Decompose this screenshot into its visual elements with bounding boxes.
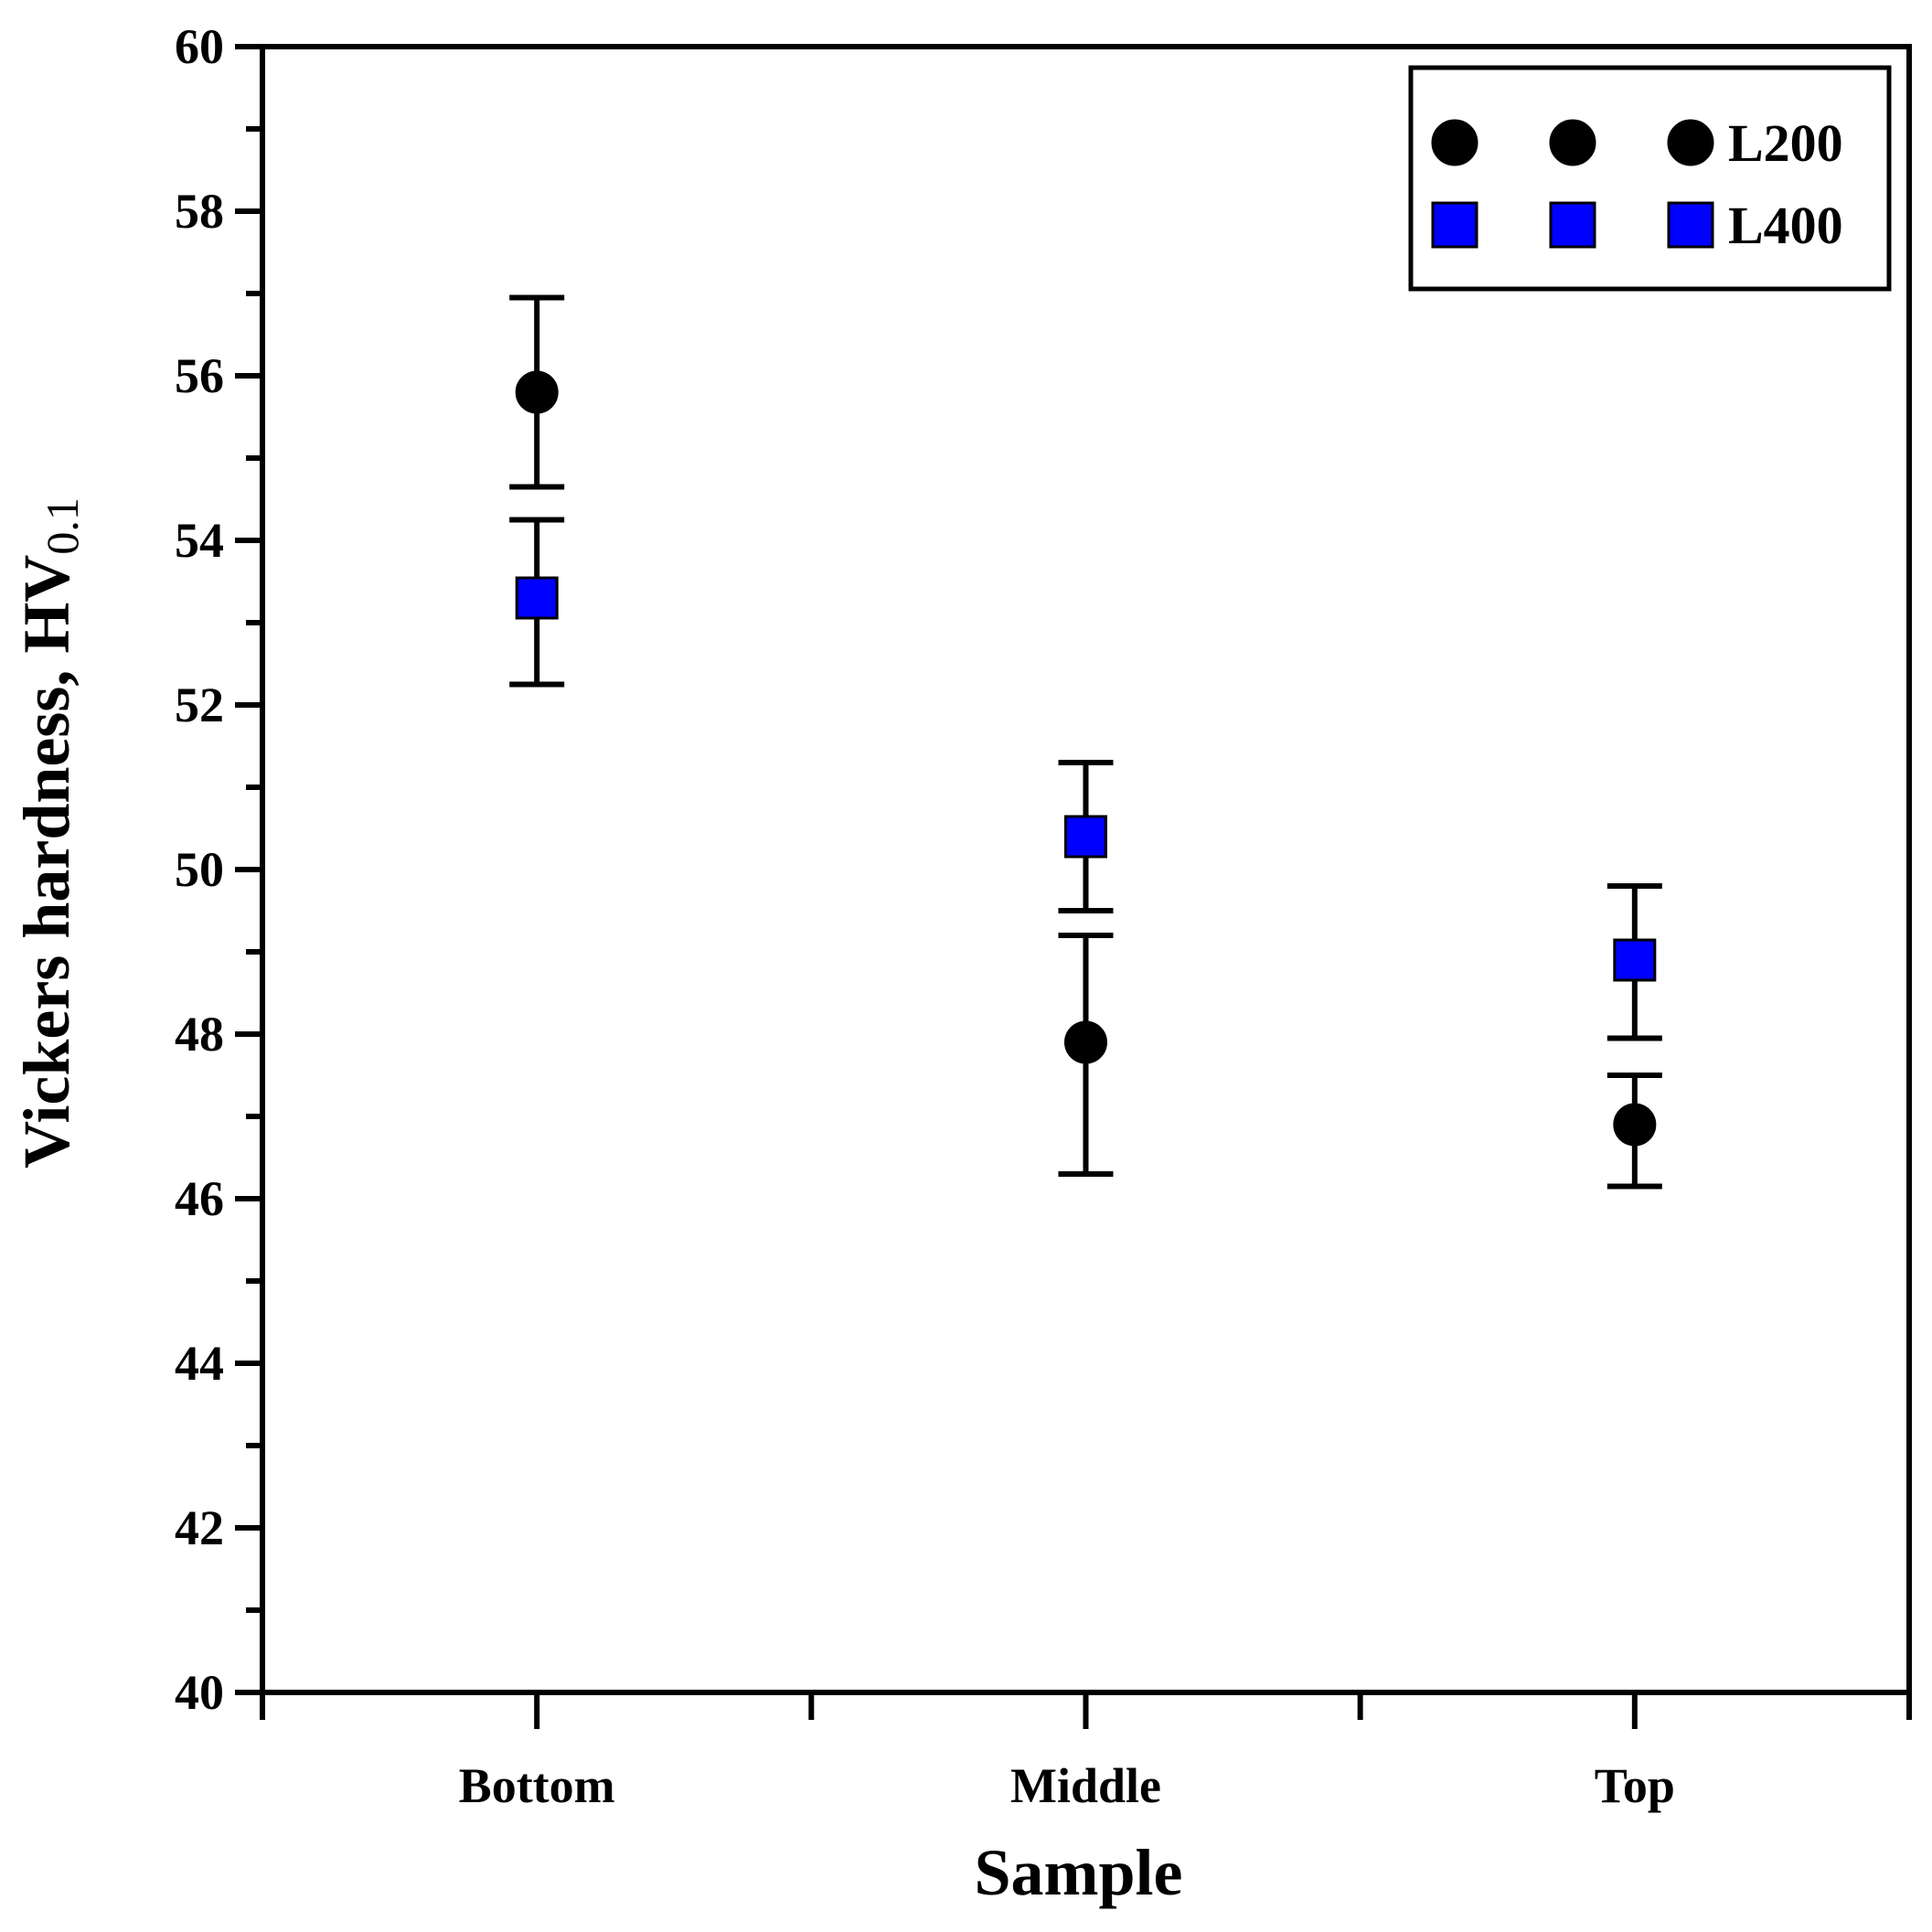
y-tick-label: 42 [175, 1500, 224, 1555]
point-l400 [1064, 815, 1107, 859]
point-l200 [1613, 1103, 1657, 1147]
legend-marker-l400 [1549, 201, 1596, 249]
y-tick-label: 44 [175, 1336, 224, 1391]
y-tick-label: 60 [175, 19, 224, 74]
data-markers [515, 370, 1657, 1147]
legend-marker-l400 [1667, 201, 1714, 249]
y-tick-label: 54 [175, 513, 224, 568]
point-l400 [515, 576, 559, 620]
x-axis-title: Sample [974, 1836, 1182, 1909]
y-tick-label: 40 [175, 1665, 224, 1720]
y-tick-label: 48 [175, 1007, 224, 1062]
x-tick-label: Middle [1010, 1758, 1161, 1813]
y-axis-title: Vickers hardness, HV0.1 [10, 497, 88, 1169]
legend-label-l400: L400 [1728, 196, 1843, 255]
y-tick-label: 52 [175, 678, 224, 732]
legend-marker-l200 [1549, 119, 1596, 166]
point-l400 [1613, 938, 1657, 982]
x-tick-label: Bottom [459, 1758, 615, 1813]
y-tick-label: 50 [175, 842, 224, 897]
y-tick-label: 58 [175, 184, 224, 239]
legend-marker-l200 [1431, 119, 1478, 166]
y-tick-label: 56 [175, 348, 224, 403]
legend-box [1408, 65, 1892, 292]
x-tick-label: Top [1595, 1758, 1675, 1813]
legend-label-l200: L200 [1728, 113, 1843, 173]
y-axis-title-main: Vickers hardness, HV [10, 555, 83, 1169]
legend-marker-l200 [1667, 119, 1714, 166]
y-tick-label: 46 [175, 1171, 224, 1226]
legend: L200 L400 [1408, 65, 1892, 292]
point-l200 [1064, 1020, 1107, 1064]
legend-marker-l400 [1431, 201, 1478, 249]
y-axis-title-subscript: 0.1 [37, 497, 88, 555]
axes-layer: 40 42 44 46 48 50 52 54 56 58 60 Bottom Middle Top Sam… [10, 19, 1912, 1909]
point-l200 [515, 370, 559, 414]
